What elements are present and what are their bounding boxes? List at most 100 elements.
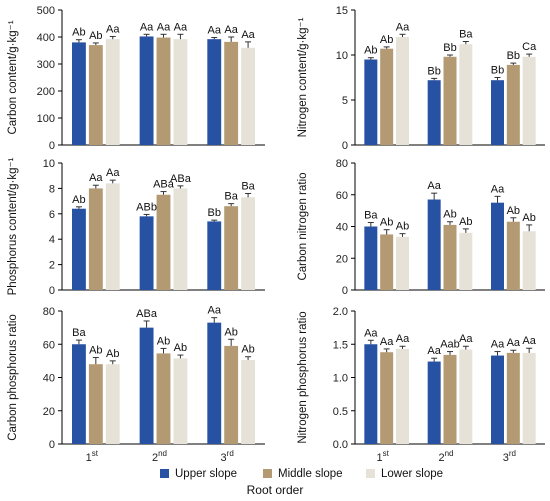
- bar-data-label: Ca: [522, 41, 537, 53]
- y-tick-label: 20: [43, 406, 55, 418]
- chart-panel-1: 0 100 200 300 400 500 Carbon content/g·kg⁻¹ Ab A…: [7, 5, 265, 152]
- bar-data-label: Bb: [507, 50, 520, 62]
- legend-swatch-upper-slope: [160, 469, 169, 478]
- legend-label-lower-slope: Lower slope: [381, 468, 443, 480]
- y-tick-label: 8: [49, 183, 55, 195]
- bar-data-label: Ab: [380, 34, 393, 46]
- bar-data-label: Ab: [89, 30, 102, 42]
- bar-upper-slope-1st: [364, 226, 378, 290]
- y-tick-label: 60: [336, 190, 348, 202]
- bar-middle-slope-1st: [88, 188, 103, 290]
- y-tick-label: 4: [49, 234, 55, 246]
- y-tick-label: 0.0: [333, 439, 348, 451]
- bar-middle-slope-3rd: [224, 345, 239, 444]
- bar-middle-slope-2nd: [443, 56, 457, 145]
- bar-data-label: Aa: [174, 21, 188, 33]
- bar-middle-slope-1st: [380, 352, 394, 444]
- bar-data-label: Ab: [89, 345, 102, 357]
- y-tick-label: 15: [336, 5, 348, 17]
- y-tick-label: 10: [336, 50, 348, 62]
- bar-data-label: Ab: [364, 45, 377, 57]
- bar-data-label: Aab: [440, 339, 460, 351]
- bar-data-label: Ab: [522, 212, 535, 224]
- y-tick-label: 200: [37, 86, 55, 98]
- y-tick-label: 1.5: [333, 339, 348, 351]
- y-tick-label: 300: [37, 59, 55, 71]
- y-tick-label: 0.5: [333, 406, 348, 418]
- bar-data-label: Ab: [174, 342, 187, 354]
- x-tick-label-1st: 1st: [86, 449, 99, 464]
- bar-middle-slope-3rd: [506, 64, 520, 145]
- y-axis-label: Carbon phosphorus ratio: [7, 314, 19, 441]
- bar-lower-slope-1st: [396, 348, 409, 444]
- bar-middle-slope-2nd: [443, 354, 457, 444]
- bar-middle-slope-1st: [380, 234, 394, 290]
- bar-data-label: Aa: [364, 327, 378, 339]
- bar-data-label: Aa: [491, 183, 505, 195]
- bar-data-label: ABa: [153, 179, 175, 191]
- y-tick-label: 80: [43, 306, 55, 318]
- bar-data-label: Aa: [427, 345, 441, 357]
- bar-upper-slope-1st: [364, 344, 378, 444]
- bar-upper-slope-2nd: [427, 361, 441, 444]
- bar-data-label: Aa: [396, 21, 410, 33]
- bar-data-label: Ab: [72, 27, 85, 39]
- bar-data-label: Aa: [522, 335, 536, 347]
- bar-lower-slope-2nd: [459, 232, 473, 290]
- y-axis-label: Nitrogen content/g·kg⁻¹: [297, 17, 309, 137]
- y-tick-label: 500: [37, 5, 55, 17]
- legend-label-upper-slope: Upper slope: [175, 468, 237, 480]
- bar-lower-slope-3rd: [522, 352, 536, 444]
- bar-middle-slope-1st: [88, 45, 103, 145]
- x-axis-title: Root order: [247, 483, 304, 497]
- bar-data-label: Ba: [241, 180, 255, 192]
- bar-data-label: Aa: [106, 167, 120, 179]
- bar-upper-slope-1st: [364, 59, 378, 145]
- bar-middle-slope-3rd: [506, 352, 520, 444]
- bar-upper-slope-3rd: [491, 355, 504, 444]
- bar-upper-slope-2nd: [139, 216, 154, 290]
- bar-data-label: Aa: [208, 305, 222, 317]
- bar-data-label: Ab: [72, 194, 85, 206]
- bar-data-label: Ba: [224, 191, 238, 203]
- bar-upper-slope-3rd: [207, 322, 222, 444]
- bar-data-label: Ab: [106, 348, 119, 360]
- chart-panel-6: 0.0 0.5 1.0 1.5 2.0 Nitrogen phosphorus ratio…: [297, 306, 545, 464]
- bar-lower-slope-2nd: [173, 39, 188, 145]
- bar-data-label: Aa: [380, 336, 394, 348]
- bar-middle-slope-3rd: [224, 41, 239, 145]
- bar-data-label: Aa: [507, 337, 521, 349]
- bar-upper-slope-2nd: [427, 199, 441, 290]
- bar-upper-slope-3rd: [491, 80, 504, 145]
- bar-lower-slope-1st: [105, 183, 120, 290]
- y-tick-label: 2: [49, 260, 55, 272]
- bar-upper-slope-3rd: [207, 39, 222, 145]
- y-tick-label: 80: [336, 158, 348, 170]
- bar-lower-slope-1st: [396, 236, 409, 290]
- chart-panel-3: 0 2 4 6 8 10 Phosphorus content/g·kg⁻¹ Ab Aa Aa AB…: [7, 157, 265, 297]
- bar-data-label: Ab: [459, 216, 472, 228]
- y-axis-label: Phosphorus content/g·kg⁻¹: [7, 157, 19, 295]
- bar-data-label: Aa: [427, 180, 441, 192]
- bar-lower-slope-1st: [396, 37, 409, 145]
- y-tick-label: 0: [342, 140, 348, 152]
- bar-data-label: ABa: [170, 173, 192, 185]
- y-tick-label: 10: [43, 158, 55, 170]
- x-tick-label-1st: 1st: [376, 449, 389, 464]
- bar-data-label: Aa: [106, 23, 120, 35]
- y-axis-label: Carbon content/g·kg⁻¹: [7, 20, 19, 134]
- bar-data-label: ABb: [136, 201, 157, 213]
- x-tick-label-2nd: 2nd: [152, 449, 167, 464]
- bar-lower-slope-3rd: [522, 56, 536, 145]
- bar-data-label: Bb: [208, 207, 221, 219]
- bar-upper-slope-1st: [71, 344, 86, 444]
- bar-data-label: Ab: [380, 217, 393, 229]
- bar-lower-slope-1st: [105, 364, 120, 444]
- y-tick-label: 2.0: [333, 306, 348, 318]
- bar-data-label: Aa: [140, 21, 154, 33]
- y-tick-label: 60: [43, 339, 55, 351]
- bar-middle-slope-3rd: [506, 221, 520, 290]
- x-tick-label-3rd: 3rd: [221, 449, 234, 464]
